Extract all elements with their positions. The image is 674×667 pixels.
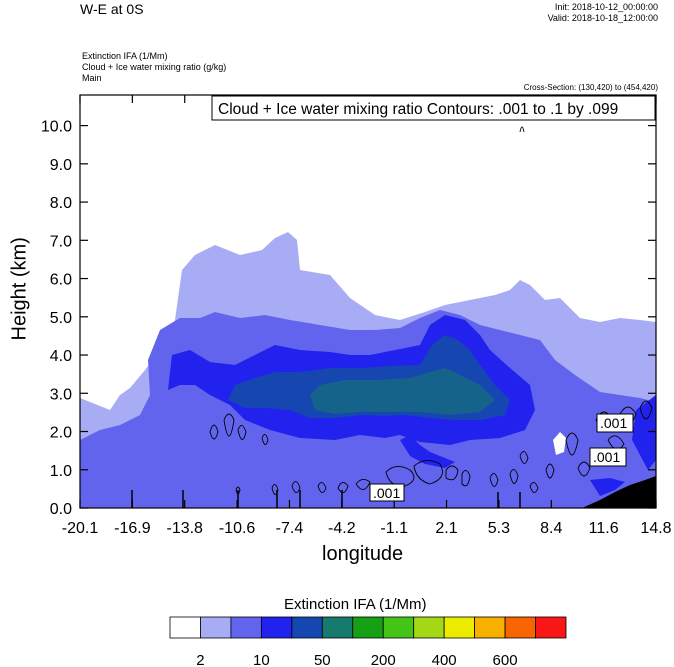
colorbar-swatch [352,616,384,639]
cross-section-label: Cross-Section: (130,420) to (454,420) [523,83,658,92]
colorbar-label: 2 [196,652,204,667]
x-tick-label: -7.4 [276,520,304,537]
contour-line [355,479,371,490]
x-tick-label: -10.6 [219,520,256,537]
colorbar-swatch [504,616,536,639]
contour-label-box [596,413,634,433]
contour-label-box [369,483,405,502]
x-tick-label: 2.1 [435,520,457,537]
x-tick-label: -4.2 [328,520,356,537]
contour-line [639,400,653,420]
contour-line [509,469,519,484]
colorbar-swatch [474,616,506,639]
colorbar-label: 400 [432,652,457,667]
x-tick-label: 11.6 [589,520,619,537]
extinction-band-400 [310,368,495,415]
y-tick-label: 4.0 [50,348,72,365]
contour-line [489,473,499,487]
y-axis: 0.0 1.0 2.0 3.0 4.0 5.0 6.0 7.0 8.0 9.0 10.0 [41,119,656,518]
contour-line [529,482,539,493]
colorbar-swatch [321,616,354,639]
colorbar-swatch [443,616,476,639]
contour-label-box [589,447,627,467]
field-description-3: Main [82,73,102,83]
contour-label: .001 [593,449,620,465]
x-tick-label: 14.8 [640,520,671,537]
colorbar-swatch [230,616,262,639]
colorbar-swatch [535,616,567,639]
contour-line [461,470,471,487]
colorbar-swatch [382,616,415,639]
contour-line [565,432,579,456]
contour-line [271,484,279,495]
colorbar-label: 50 [314,652,331,667]
contour-line [237,425,247,440]
init-time: Init: 2018-10-12_00:00:00 [554,2,658,12]
contour-line [519,126,525,133]
x-axis-label: longitude [322,543,404,565]
plot-frame [79,94,657,509]
contour-line [223,413,235,437]
colorbar-title: Extinction IFA (1/Mm) [284,596,427,613]
y-tick-label: 8.0 [50,195,72,212]
contour-line [209,424,219,440]
valid-time: Valid: 2018-10-18_12:00:00 [547,13,658,23]
y-tick-label: 10.0 [41,119,72,136]
x-axis: -20.1 -16.9 -13.8 -10.6 -7.4 -4.2 -1.1 2.1 5.3 8.… [62,95,672,537]
x-tick-label: 8.4 [540,520,562,537]
y-tick-label: 0.0 [50,501,72,518]
x-tick-label: 5.3 [488,520,510,537]
contour-line [291,481,301,493]
contour-line [317,482,327,493]
colorbar-label: 600 [493,652,518,667]
colorbar-swatch [169,616,201,639]
y-tick-label: 6.0 [50,272,72,289]
contour-line [519,451,529,464]
y-axis-label: Height (km) [8,237,31,341]
y-tick-label: 2.0 [50,425,72,442]
field-description-2: Cloud + Ice water mixing ratio (g/kg) [82,62,227,72]
colorbar-swatch [291,616,323,639]
colorbar-swatch [413,616,445,639]
x-tick-label: -1.1 [380,520,408,537]
field-description-1: Extinction IFA (1/Mm) [82,51,168,61]
y-tick-label: 1.0 [50,463,72,480]
extinction-patch-d [590,478,625,496]
contour-line [235,486,241,495]
contour-label: .001 [373,485,400,501]
x-tick-label: -13.8 [166,520,203,537]
chart-title: W-E at 0S [80,1,144,17]
contour-line [261,434,269,445]
contour-line [545,463,555,479]
extinction-fill-layers [80,232,656,508]
y-tick-label: 5.0 [50,310,72,327]
contour-info-box [211,95,656,121]
contour-line [445,465,459,481]
contour-label: .001 [600,415,627,431]
extinction-patch-a [400,435,455,468]
terrain [582,476,656,508]
colorbar-label: 200 [371,652,396,667]
y-tick-label: 9.0 [50,157,72,174]
colorbar-swatch [200,616,232,639]
colorbar-swatch [260,616,293,639]
contour-line [577,461,591,477]
extinction-patch-c [553,432,566,455]
contour-line [413,460,443,485]
colorbar-label: 10 [253,652,270,667]
y-tick-label: 7.0 [50,233,72,250]
colorbar: 2 10 50 200 400 600 [169,616,567,667]
x-tick-label: -20.1 [62,520,99,537]
x-tick-label: -16.9 [114,520,151,537]
contour-line [607,435,625,450]
y-tick-label: 3.0 [50,386,72,403]
contour-info-label: Cloud + Ice water mixing ratio Contours:… [218,101,618,118]
